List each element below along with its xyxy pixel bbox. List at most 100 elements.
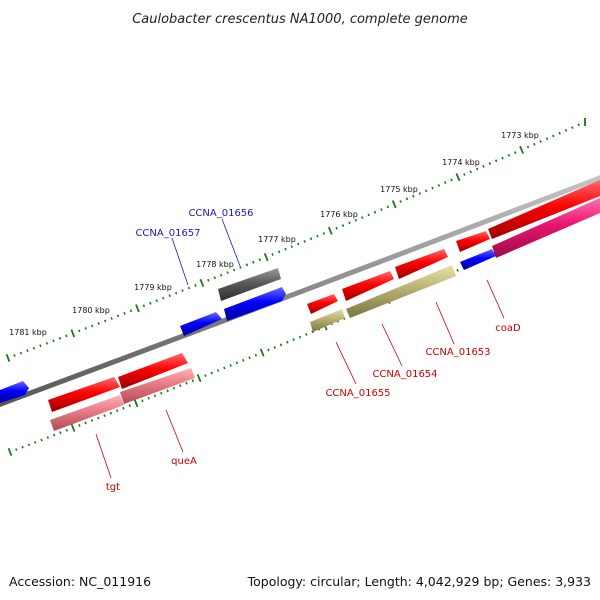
cds-quea[interactable] bbox=[120, 368, 195, 404]
kbp-labels: 1773 kbp 1774 kbp 1775 kbp 1776 kbp 1777… bbox=[9, 131, 539, 337]
outer-scale-minor-tick bbox=[335, 226, 338, 230]
gene-right-blue[interactable] bbox=[460, 249, 496, 270]
outer-scale-minor-tick bbox=[424, 189, 428, 193]
inner-scale-minor-tick bbox=[122, 406, 125, 410]
inner-scale-minor-tick bbox=[216, 369, 220, 372]
outer-scale-minor-tick bbox=[110, 317, 113, 320]
leader-ccna-01655 bbox=[335, 341, 357, 385]
outer-scale-minor-tick bbox=[577, 123, 580, 127]
gene-labels: CCNA_01656 CCNA_01657 CCNA_01655 CCNA_01… bbox=[106, 208, 521, 493]
outer-scale-minor-tick bbox=[507, 153, 511, 157]
label-ccna-01657[interactable]: CCNA_01657 bbox=[135, 228, 200, 239]
label-coad[interactable]: coaD bbox=[495, 323, 521, 334]
kbp-label-1779: 1779 kbp bbox=[134, 283, 172, 292]
inner-scale-major-tick bbox=[7, 447, 13, 457]
kbp-label-1774: 1774 kbp bbox=[442, 158, 480, 167]
leader-coad bbox=[486, 279, 505, 319]
outer-scale-minor-tick bbox=[194, 284, 197, 287]
leader-quea bbox=[165, 409, 184, 453]
label-tgt[interactable]: tgt bbox=[106, 482, 120, 493]
gene-ccna-01657-b[interactable] bbox=[224, 287, 286, 321]
genome-summary-text: Topology: circular; Length: 4,042,929 bp… bbox=[247, 574, 591, 589]
label-ccna-01655[interactable]: CCNA_01655 bbox=[325, 388, 390, 399]
gene-right-red[interactable] bbox=[488, 180, 600, 239]
outer-scale-minor-tick bbox=[309, 237, 313, 241]
outer-scale-minor-tick bbox=[341, 224, 345, 227]
outer-scale-minor-tick bbox=[52, 339, 55, 343]
inner-scale-minor-tick bbox=[109, 411, 113, 415]
cds-coad-region[interactable] bbox=[492, 198, 600, 258]
outer-scale-minor-tick bbox=[412, 194, 415, 198]
inner-scale-minor-tick bbox=[223, 366, 226, 370]
outer-scale-minor-tick bbox=[354, 218, 358, 222]
outer-scale-minor-tick bbox=[239, 266, 242, 269]
gene-left-blue[interactable] bbox=[0, 381, 29, 403]
outer-scale-minor-tick bbox=[469, 170, 472, 174]
gene-coad[interactable] bbox=[456, 231, 490, 252]
inner-scale-minor-tick bbox=[103, 414, 106, 418]
outer-scale-minor-tick bbox=[373, 210, 377, 214]
label-quea[interactable]: queA bbox=[171, 456, 197, 467]
gene-tgt[interactable] bbox=[48, 377, 120, 412]
genome-backbone bbox=[0, 175, 600, 407]
inner-scale-minor-tick bbox=[147, 396, 150, 400]
inner-scale-minor-tick bbox=[267, 348, 270, 352]
inner-scale-major-tick bbox=[259, 348, 265, 357]
outer-scale-minor-tick bbox=[91, 324, 94, 328]
label-ccna-01656[interactable]: CCNA_01656 bbox=[188, 208, 253, 219]
inner-scale-minor-tick bbox=[153, 394, 157, 398]
outer-scale-minor-tick bbox=[207, 278, 210, 282]
outer-scale-minor-tick bbox=[463, 173, 466, 176]
label-ccna-01654[interactable]: CCNA_01654 bbox=[372, 369, 437, 380]
outer-scale-minor-tick bbox=[129, 309, 133, 313]
gene-ccna-01654[interactable] bbox=[342, 271, 394, 301]
inner-scale-minor-tick bbox=[172, 386, 176, 390]
kbp-label-1775: 1775 kbp bbox=[380, 185, 418, 194]
outer-scale-minor-tick bbox=[155, 299, 158, 303]
outer-scale-minor-tick bbox=[405, 197, 409, 201]
cds-ccna-01655[interactable] bbox=[310, 309, 345, 332]
gene-ccna-01657-a[interactable] bbox=[180, 312, 222, 336]
outer-scale-major-tick bbox=[135, 304, 140, 313]
inner-scale-minor-tick bbox=[292, 338, 295, 342]
cds-ccna-01653-54[interactable] bbox=[346, 265, 456, 318]
kbp-label-1781: 1781 kbp bbox=[9, 328, 47, 337]
inner-scale-minor-tick bbox=[128, 404, 131, 408]
outer-scale-minor-tick bbox=[322, 232, 326, 235]
outer-scale-minor-tick bbox=[168, 294, 171, 298]
gene-ccna-01655[interactable] bbox=[307, 294, 338, 314]
outer-scale-minor-tick bbox=[482, 164, 485, 168]
outer-scale-minor-tick bbox=[316, 234, 319, 238]
cds-features bbox=[50, 198, 600, 431]
outer-scale-minor-tick bbox=[418, 192, 421, 195]
outer-scale-minor-tick bbox=[386, 205, 390, 209]
outer-scale-minor-tick bbox=[552, 134, 555, 138]
outer-scale-minor-tick bbox=[399, 200, 402, 203]
inner-scale-minor-tick bbox=[179, 384, 182, 388]
outer-scale-minor-tick bbox=[277, 250, 281, 254]
forward-strand-genes bbox=[48, 180, 600, 412]
gene-ccna-01653[interactable] bbox=[395, 249, 448, 279]
inner-scale-minor-tick bbox=[185, 381, 188, 385]
label-ccna-01653[interactable]: CCNA_01653 bbox=[425, 347, 490, 358]
cds-tgt[interactable] bbox=[50, 395, 124, 431]
inner-scale-minor-tick bbox=[248, 356, 251, 360]
inner-scale-minor-tick bbox=[286, 340, 289, 344]
outer-scale-major-tick bbox=[199, 278, 205, 287]
outer-scale-minor-tick bbox=[162, 296, 165, 300]
outer-scale-major-tick bbox=[70, 329, 76, 338]
leader-ccna-01656 bbox=[221, 218, 241, 267]
inner-scale-minor-tick bbox=[235, 361, 239, 365]
gene-quea[interactable] bbox=[118, 353, 188, 389]
outer-scale-minor-tick bbox=[226, 271, 229, 275]
inner-scale-minor-tick bbox=[46, 436, 50, 439]
outer-scale-minor-tick bbox=[367, 213, 370, 217]
gene-ccna-01656[interactable] bbox=[218, 268, 281, 301]
outer-scale-major-tick bbox=[391, 200, 397, 209]
outer-scale-minor-tick bbox=[558, 131, 561, 135]
inner-scale-major-tick bbox=[70, 423, 76, 432]
outer-scale-minor-tick bbox=[348, 221, 351, 225]
inner-scale-minor-tick bbox=[229, 363, 232, 367]
outer-scale-minor-tick bbox=[437, 183, 441, 187]
kbp-label-1778: 1778 kbp bbox=[196, 260, 234, 269]
